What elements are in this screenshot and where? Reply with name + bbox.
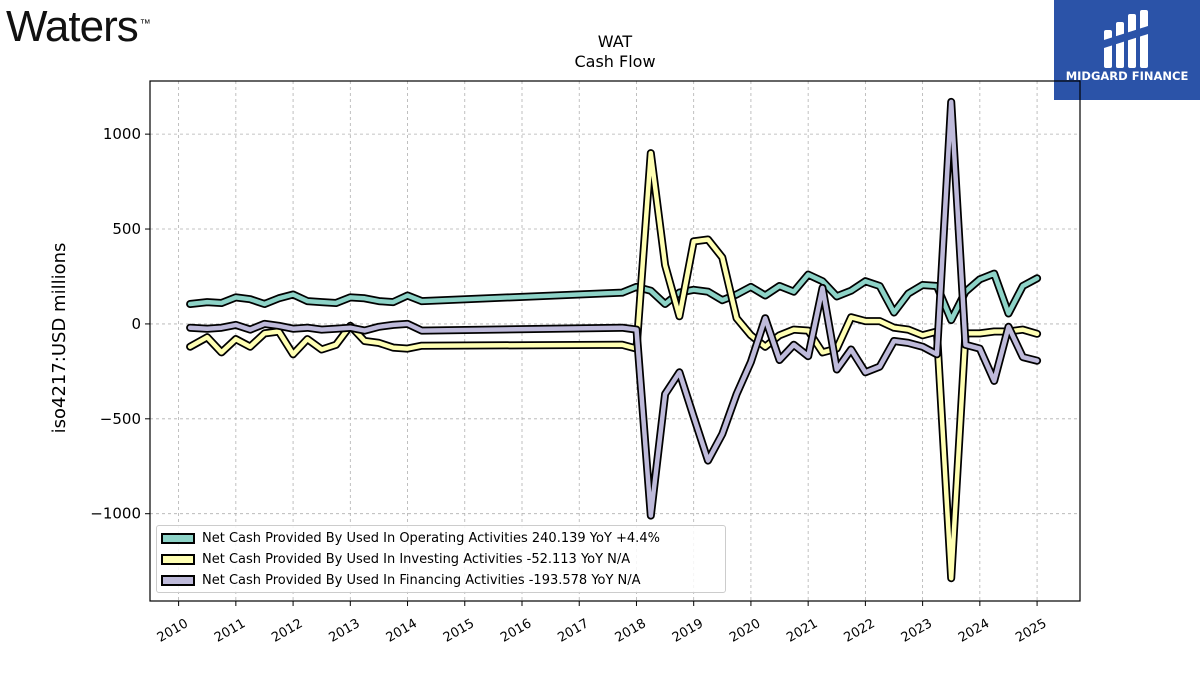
legend-swatch-investing bbox=[161, 553, 195, 565]
series-line-financing bbox=[187, 99, 1040, 518]
legend-swatch-financing bbox=[161, 574, 195, 586]
series-outline-operating bbox=[186, 269, 1042, 325]
x-tick-label: 2025 bbox=[1013, 616, 1049, 646]
series-line-operating bbox=[187, 271, 1040, 323]
x-tick-label: 2019 bbox=[670, 616, 706, 646]
x-tick-label: 2017 bbox=[555, 616, 591, 646]
legend-item-investing: Net Cash Provided By Used In Investing A… bbox=[161, 550, 630, 568]
grid bbox=[150, 81, 1080, 601]
legend-item-operating: Net Cash Provided By Used In Operating A… bbox=[161, 529, 660, 547]
legend: Net Cash Provided By Used In Operating A… bbox=[156, 525, 726, 593]
y-axis-label: iso4217:USD millions bbox=[49, 243, 70, 434]
x-tick-label: 2012 bbox=[269, 616, 305, 646]
waters-logo-text: Waters bbox=[6, 2, 139, 51]
y-tick-label: −500 bbox=[100, 410, 141, 428]
x-tick-label: 2016 bbox=[498, 616, 534, 646]
y-tick-label: 1000 bbox=[103, 125, 141, 143]
y-axis: 1000 500 0 −500 −1000 bbox=[90, 125, 150, 523]
series-outline-investing bbox=[186, 149, 1042, 583]
x-tick-label: 2013 bbox=[326, 616, 362, 646]
midgard-finance-logo: MIDGARD FINANCE bbox=[1054, 0, 1200, 100]
plot-frame bbox=[149, 80, 1081, 602]
x-tick-label: 2014 bbox=[384, 616, 420, 646]
x-tick-label: 2022 bbox=[842, 616, 878, 646]
y-tick-label: 500 bbox=[112, 220, 141, 238]
x-tick-label: 2015 bbox=[441, 616, 477, 646]
y-tick-label: 0 bbox=[131, 315, 141, 333]
legend-label-investing: Net Cash Provided By Used In Investing A… bbox=[202, 551, 631, 567]
x-tick-label: 2024 bbox=[956, 616, 992, 646]
chart-title: WAT bbox=[597, 32, 633, 51]
series-line-investing bbox=[187, 150, 1040, 581]
x-tick-label: 2018 bbox=[613, 616, 649, 646]
y-tick-label: −1000 bbox=[90, 505, 141, 523]
legend-item-financing: Net Cash Provided By Used In Financing A… bbox=[161, 571, 641, 589]
midgard-logo-icon bbox=[1104, 10, 1148, 68]
series-lines bbox=[186, 97, 1042, 583]
waters-logo: Waters ™ bbox=[6, 2, 151, 52]
legend-label-financing: Net Cash Provided By Used In Financing A… bbox=[202, 572, 641, 588]
x-axis: 2010 2011 2012 2013 2014 2015 2016 2017 2018 2019… bbox=[155, 601, 1049, 646]
legend-label-operating: Net Cash Provided By Used In Operating A… bbox=[202, 530, 660, 546]
trademark-mark: ™ bbox=[139, 18, 151, 30]
series-outline-financing bbox=[186, 97, 1042, 520]
x-tick-label: 2020 bbox=[727, 616, 763, 646]
legend-swatch-operating bbox=[161, 532, 195, 544]
x-tick-label: 2011 bbox=[212, 616, 248, 646]
chart-subtitle: Cash Flow bbox=[574, 52, 656, 71]
midgard-logo-text: MIDGARD FINANCE bbox=[1065, 69, 1189, 83]
x-tick-label: 2010 bbox=[155, 616, 191, 646]
x-tick-label: 2023 bbox=[899, 616, 935, 646]
x-tick-label: 2021 bbox=[784, 616, 820, 646]
